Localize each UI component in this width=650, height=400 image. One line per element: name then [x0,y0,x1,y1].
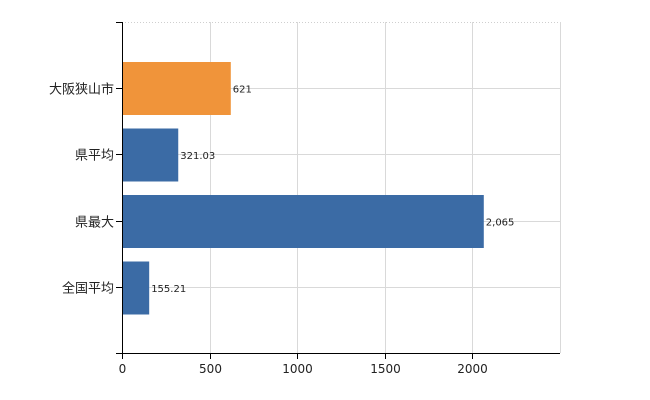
bar [122,128,179,182]
category-label: 県平均 [75,149,114,164]
category-label: 大阪狭山市 [49,82,114,98]
bar [122,195,484,248]
data-label: 2,065 [486,218,515,229]
x-tick-label: 1500 [370,362,401,376]
category-label: 全国平均 [62,281,114,297]
data-label: 321.03 [180,151,215,162]
data-label: 155.21 [151,284,186,295]
bar [122,261,150,315]
x-tick-label: 500 [199,362,222,376]
x-tick-label: 2000 [457,362,488,376]
category-label: 県最大 [75,216,114,231]
x-tick-label: 0 [119,362,127,376]
x-tick-label: 1000 [282,362,313,376]
bar [122,62,231,115]
data-label: 621 [233,85,252,96]
